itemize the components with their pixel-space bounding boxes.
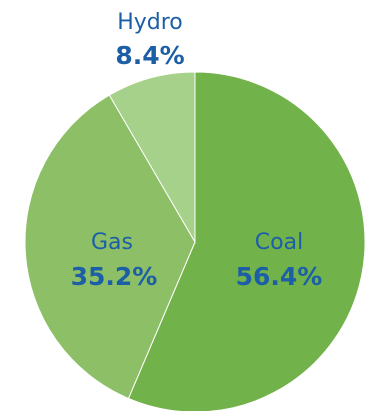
slice-name-gas: Gas [91, 230, 133, 255]
pie-slices [24, 71, 366, 411]
slice-label-gas: Gas 35.2% [71, 230, 158, 291]
slice-label-coal: Coal 56.4% [236, 230, 323, 291]
slice-name-coal: Coal [255, 230, 303, 255]
slice-value-hydro: 8.4% [115, 41, 184, 70]
pie-slice-hydro [108, 71, 196, 244]
slice-name-hydro: Hydro [117, 10, 183, 35]
slice-label-hydro: Hydro 8.4% [115, 10, 184, 70]
slice-value-gas: 35.2% [71, 262, 158, 291]
pie-slice-coal [127, 71, 366, 411]
pie-slice-gas [24, 94, 196, 400]
slice-value-coal: 56.4% [236, 262, 323, 291]
